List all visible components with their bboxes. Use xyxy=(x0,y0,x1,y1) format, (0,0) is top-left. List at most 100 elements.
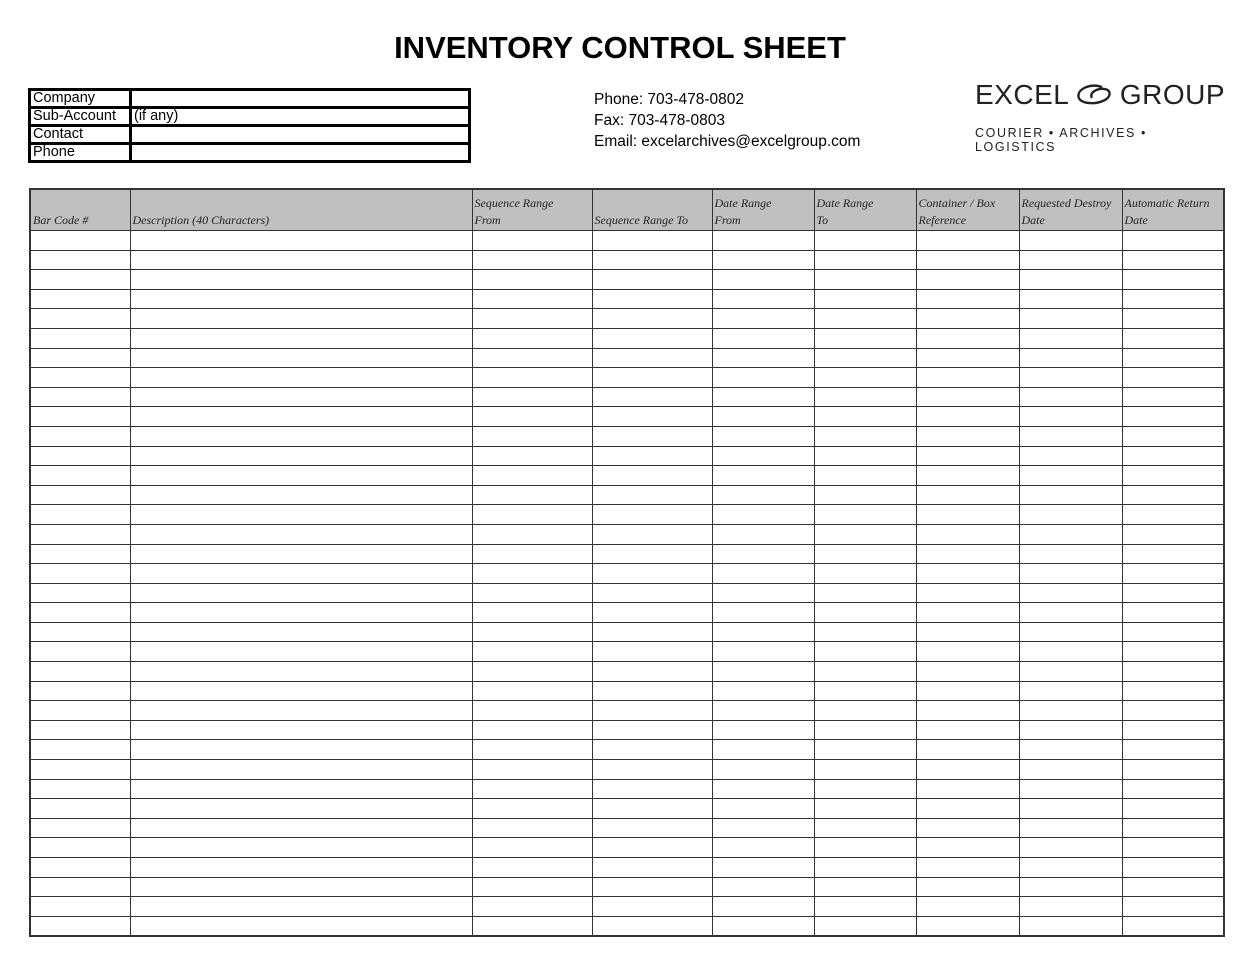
table-cell[interactable] xyxy=(591,563,713,584)
table-cell[interactable] xyxy=(813,739,917,761)
table-cell[interactable] xyxy=(1121,719,1225,741)
table-cell[interactable] xyxy=(1018,504,1123,525)
table-cell[interactable] xyxy=(915,563,1020,584)
table-cell[interactable] xyxy=(1121,269,1225,290)
table-cell[interactable] xyxy=(471,641,593,663)
table-cell[interactable] xyxy=(915,347,1020,369)
table-cell[interactable] xyxy=(471,602,593,623)
table-cell[interactable] xyxy=(813,445,917,467)
table-cell[interactable] xyxy=(29,230,131,251)
table-cell[interactable] xyxy=(29,837,131,858)
table-cell[interactable] xyxy=(813,915,917,937)
info-value-field[interactable] xyxy=(129,88,471,109)
table-cell[interactable] xyxy=(129,915,473,937)
table-cell[interactable] xyxy=(471,465,593,486)
table-cell[interactable] xyxy=(29,288,131,310)
table-cell[interactable] xyxy=(471,425,593,447)
table-cell[interactable] xyxy=(591,347,713,369)
info-value-field[interactable]: (if any) xyxy=(129,106,471,127)
table-cell[interactable] xyxy=(29,504,131,525)
table-cell[interactable] xyxy=(711,837,815,858)
table-cell[interactable] xyxy=(1018,778,1123,800)
table-cell[interactable] xyxy=(711,484,815,506)
table-cell[interactable] xyxy=(711,798,815,819)
table-cell[interactable] xyxy=(29,249,131,271)
table-cell[interactable] xyxy=(813,308,917,329)
table-cell[interactable] xyxy=(129,739,473,761)
table-cell[interactable] xyxy=(591,504,713,525)
table-cell[interactable] xyxy=(471,523,593,545)
table-cell[interactable] xyxy=(1018,896,1123,917)
table-cell[interactable] xyxy=(711,817,815,839)
table-cell[interactable] xyxy=(813,661,917,682)
table-cell[interactable] xyxy=(591,857,713,878)
table-cell[interactable] xyxy=(591,523,713,545)
table-cell[interactable] xyxy=(129,230,473,251)
table-cell[interactable] xyxy=(591,327,713,349)
table-cell[interactable] xyxy=(129,837,473,858)
table-cell[interactable] xyxy=(813,778,917,800)
table-cell[interactable] xyxy=(29,661,131,682)
table-cell[interactable] xyxy=(1121,563,1225,584)
table-cell[interactable] xyxy=(813,465,917,486)
table-cell[interactable] xyxy=(591,543,713,565)
table-cell[interactable] xyxy=(915,876,1020,898)
table-cell[interactable] xyxy=(1121,504,1225,525)
table-cell[interactable] xyxy=(1018,327,1123,349)
table-cell[interactable] xyxy=(711,445,815,467)
table-cell[interactable] xyxy=(711,230,815,251)
table-cell[interactable] xyxy=(813,817,917,839)
table-cell[interactable] xyxy=(1121,582,1225,604)
table-cell[interactable] xyxy=(129,700,473,721)
table-cell[interactable] xyxy=(915,269,1020,290)
table-cell[interactable] xyxy=(813,798,917,819)
table-cell[interactable] xyxy=(471,386,593,408)
table-cell[interactable] xyxy=(29,543,131,565)
table-cell[interactable] xyxy=(471,621,593,643)
table-cell[interactable] xyxy=(1018,386,1123,408)
table-cell[interactable] xyxy=(29,602,131,623)
table-cell[interactable] xyxy=(29,367,131,388)
table-cell[interactable] xyxy=(471,719,593,741)
table-cell[interactable] xyxy=(711,425,815,447)
table-cell[interactable] xyxy=(813,563,917,584)
table-cell[interactable] xyxy=(29,269,131,290)
table-cell[interactable] xyxy=(1018,249,1123,271)
table-cell[interactable] xyxy=(1121,445,1225,467)
table-cell[interactable] xyxy=(1018,915,1123,937)
table-cell[interactable] xyxy=(915,425,1020,447)
table-cell[interactable] xyxy=(129,661,473,682)
table-cell[interactable] xyxy=(711,563,815,584)
table-cell[interactable] xyxy=(471,915,593,937)
table-cell[interactable] xyxy=(711,759,815,780)
table-cell[interactable] xyxy=(29,739,131,761)
table-cell[interactable] xyxy=(1121,896,1225,917)
table-cell[interactable] xyxy=(1018,661,1123,682)
table-cell[interactable] xyxy=(813,700,917,721)
table-cell[interactable] xyxy=(129,308,473,329)
table-cell[interactable] xyxy=(591,759,713,780)
table-cell[interactable] xyxy=(1018,484,1123,506)
table-cell[interactable] xyxy=(471,680,593,702)
table-cell[interactable] xyxy=(915,602,1020,623)
table-cell[interactable] xyxy=(591,602,713,623)
table-cell[interactable] xyxy=(1018,582,1123,604)
table-cell[interactable] xyxy=(1018,406,1123,427)
table-cell[interactable] xyxy=(711,719,815,741)
table-cell[interactable] xyxy=(591,288,713,310)
table-cell[interactable] xyxy=(813,504,917,525)
table-cell[interactable] xyxy=(29,915,131,937)
table-cell[interactable] xyxy=(813,719,917,741)
table-cell[interactable] xyxy=(915,661,1020,682)
table-cell[interactable] xyxy=(813,386,917,408)
table-cell[interactable] xyxy=(591,249,713,271)
table-cell[interactable] xyxy=(29,759,131,780)
table-cell[interactable] xyxy=(1018,700,1123,721)
table-cell[interactable] xyxy=(129,425,473,447)
table-cell[interactable] xyxy=(711,915,815,937)
table-cell[interactable] xyxy=(813,602,917,623)
table-cell[interactable] xyxy=(915,406,1020,427)
table-cell[interactable] xyxy=(591,739,713,761)
table-cell[interactable] xyxy=(813,249,917,271)
table-cell[interactable] xyxy=(711,269,815,290)
